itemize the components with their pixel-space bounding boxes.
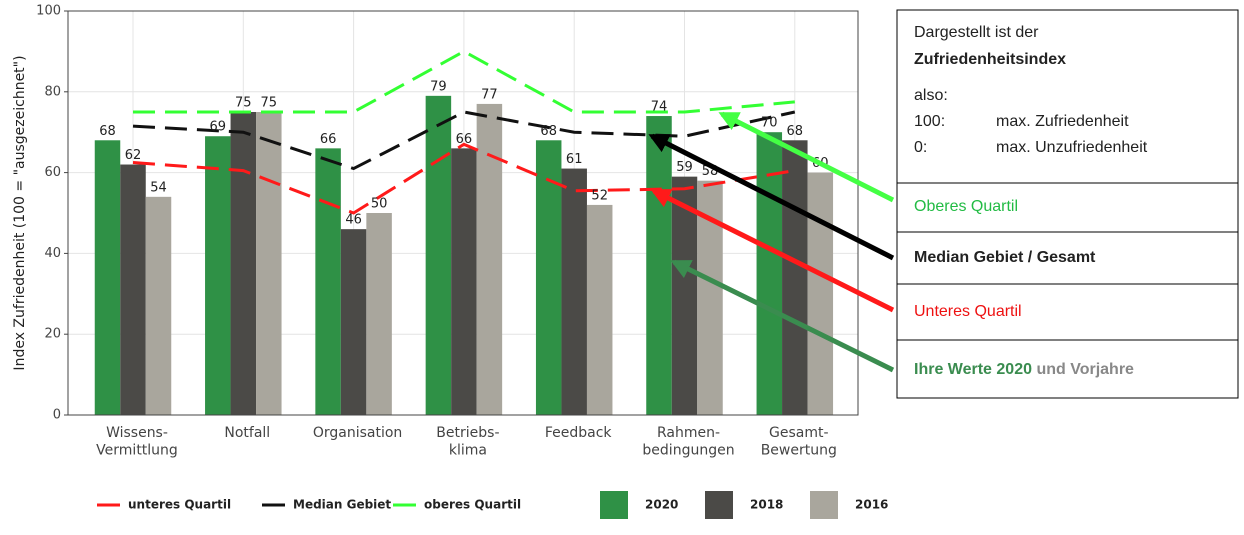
plot-border <box>67 10 859 416</box>
x-tick-label: Betriebs-klima <box>436 425 499 459</box>
y-tick-label: 40 <box>44 246 61 261</box>
bar <box>451 148 477 416</box>
x-tick-label: Rahmen-bedingungen <box>642 425 734 459</box>
bar <box>205 136 231 416</box>
bar <box>671 176 698 415</box>
bar <box>561 168 587 415</box>
arrow <box>718 111 895 203</box>
x-tick-label: Feedback <box>545 425 613 441</box>
arrow <box>650 188 895 313</box>
y-tick-label: 60 <box>44 165 61 180</box>
line-series <box>133 49 795 114</box>
line-series <box>132 110 796 171</box>
y-tick-label: 20 <box>44 327 61 342</box>
legend-label: 2016 <box>855 498 888 512</box>
line-series <box>132 142 796 215</box>
value-label: 75 <box>261 96 278 111</box>
annotation-text: Median Gebiet / Gesamt <box>914 249 1096 266</box>
value-label: 52 <box>591 188 608 203</box>
legend-swatch <box>705 491 733 519</box>
bar <box>340 229 367 415</box>
x-tick-label: Organisation <box>313 425 402 441</box>
label-box <box>896 339 1239 399</box>
bar <box>145 196 172 415</box>
value-label: 62 <box>125 148 142 163</box>
bar <box>230 112 257 415</box>
bar <box>646 116 672 415</box>
value-label: 68 <box>787 124 804 139</box>
value-label: 77 <box>481 87 498 102</box>
y-tick-label: 0 <box>53 408 61 423</box>
annotation-text: Ihre Werte 2020 und Vorjahre <box>914 361 1134 378</box>
bar <box>120 164 146 415</box>
value-label: 74 <box>651 100 668 115</box>
value-label: 61 <box>566 152 583 167</box>
annotation-panel: Dargestellt ist der Zufriedenheitsindex … <box>896 9 1239 399</box>
bar <box>756 132 783 415</box>
info-box <box>896 9 1239 184</box>
legend-label: unteres Quartil <box>128 498 231 512</box>
bar <box>535 140 562 415</box>
bar <box>586 204 613 415</box>
annotation-text: Oberes Quartil <box>914 198 1018 215</box>
arrow <box>648 133 895 261</box>
label-box <box>896 182 1239 233</box>
info-text: max. Zufriedenheit <box>996 113 1129 130</box>
bar <box>476 103 503 416</box>
y-tick-label: 100 <box>36 4 61 19</box>
bar <box>315 148 341 416</box>
value-label: 69 <box>210 120 227 135</box>
legend-swatch <box>810 491 838 519</box>
plot-area: 0 20 40 60 80 100 Wissens-Vermittlung Notfall Or… <box>36 4 859 459</box>
legend-label: oberes Quartil <box>424 498 521 512</box>
value-label: 70 <box>761 116 778 131</box>
value-label: 66 <box>320 132 337 147</box>
bar <box>94 140 121 415</box>
label-box <box>896 283 1239 341</box>
annotation-text: Unteres Quartil <box>914 303 1022 320</box>
value-label: 59 <box>676 160 693 175</box>
info-text: 100: <box>914 113 945 130</box>
y-tick-label: 80 <box>44 84 61 99</box>
info-text: also: <box>914 87 948 104</box>
bar <box>782 140 808 415</box>
value-label: 68 <box>99 124 116 139</box>
value-label: 50 <box>371 197 388 212</box>
y-axis-label: Index Zufriedenheit (100 = "ausgezeichne… <box>12 55 28 370</box>
x-tick-label: Wissens-Vermittlung <box>96 425 178 459</box>
info-text: max. Unzufriedenheit <box>996 139 1148 156</box>
info-text: Zufriedenheitsindex <box>914 51 1066 68</box>
bar <box>425 95 452 415</box>
value-label: 46 <box>345 213 362 228</box>
legend-label: 2020 <box>645 498 678 512</box>
annotation-text: Ihre Werte 2020 <box>914 361 1032 378</box>
info-text: 0: <box>914 139 927 156</box>
arrow <box>670 259 895 373</box>
info-text: Dargestellt ist der <box>914 24 1039 41</box>
annotation-text: und Vorjahre <box>1036 361 1134 378</box>
value-label: 79 <box>430 79 447 94</box>
arrows <box>648 111 895 373</box>
bar <box>256 112 282 415</box>
value-label: 54 <box>150 180 167 195</box>
legend-label: Median Gebiet <box>293 498 391 512</box>
x-tick-label: Gesamt-Bewertung <box>761 425 837 459</box>
value-label: 68 <box>540 124 557 139</box>
x-tick-label: Notfall <box>224 425 270 441</box>
value-label: 75 <box>235 96 252 111</box>
legend-label: 2018 <box>750 498 783 512</box>
bar <box>366 213 392 415</box>
value-label: 66 <box>456 132 473 147</box>
bar <box>807 172 834 415</box>
legend-swatch <box>600 491 628 519</box>
